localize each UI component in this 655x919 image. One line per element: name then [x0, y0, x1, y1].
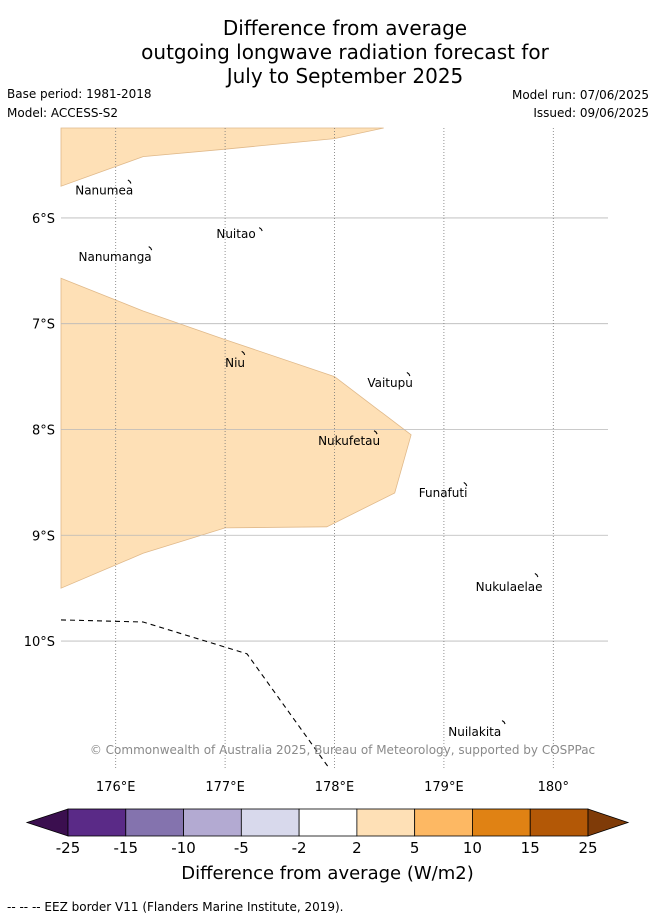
island-label: Nukufetau — [318, 434, 380, 448]
colorbar-max-arrow — [587, 808, 630, 837]
island-outline — [463, 482, 468, 487]
colorbar-segment — [125, 808, 184, 837]
lat-tick-label: 7°S — [32, 318, 55, 333]
island-outline — [127, 179, 132, 184]
lat-tick-label: 10°S — [24, 635, 55, 650]
colorbar-segment — [183, 808, 242, 837]
colorbar-segment — [414, 808, 473, 837]
island-outline — [148, 246, 153, 251]
eez-footnote: -- -- -- EEZ border V11 (Flanders Marine… — [7, 900, 344, 914]
island-label: Vaitupu — [367, 376, 413, 390]
colorbar-title: Difference from average (W/m2) — [181, 863, 474, 884]
colorbar-segment — [240, 808, 300, 837]
island-label: Nanumea — [75, 183, 133, 197]
colorbar-tick-label: -5 — [234, 839, 249, 857]
island-outline — [534, 573, 539, 578]
attribution-text: © Commonwealth of Australia 2025, Bureau… — [90, 743, 595, 757]
colorbar-segment — [529, 808, 589, 837]
island-outline — [501, 720, 506, 725]
island-label: Nuilakita — [448, 725, 501, 739]
model-name: Model: ACCESS-S2 — [7, 106, 119, 120]
colorbar-tick-label: -25 — [56, 839, 81, 857]
island-label: Niu — [225, 356, 245, 370]
colorbar-tick-label: -2 — [292, 839, 307, 857]
island-outline — [241, 350, 246, 356]
colorbar-segment — [298, 808, 358, 837]
colorbar-tick-label: 2 — [352, 839, 362, 857]
anomaly-region-2 — [60, 277, 412, 589]
island-outline — [406, 372, 411, 377]
model-run-date: Model run: 07/06/2025 — [511, 88, 649, 102]
colorbar-tick-label: 5 — [410, 839, 420, 857]
colorbar-tick-label: 25 — [578, 839, 597, 857]
lat-tick-label: 9°S — [32, 529, 55, 544]
title-line-2: outgoing longwave radiation forecast for — [141, 40, 549, 64]
lat-tick-label: 6°S — [32, 212, 55, 227]
base-period: Base period: 1981-2018 — [7, 87, 152, 101]
colorbar-segment — [67, 808, 127, 837]
title-line-3: July to September 2025 — [226, 64, 464, 88]
colorbar-tick-label: 10 — [463, 839, 482, 857]
eez-border-line — [60, 619, 330, 769]
colorbar-tick-label: -15 — [114, 839, 139, 857]
lon-tick-label: 177°E — [205, 780, 245, 795]
island-label: Nuitao — [216, 227, 255, 241]
colorbar-min-arrow — [25, 808, 69, 837]
lat-tick-label: 8°S — [32, 423, 55, 438]
issued-date: Issued: 09/06/2025 — [533, 106, 649, 120]
colorbar-tick-label: 15 — [521, 839, 540, 857]
colorbar-segment — [472, 808, 531, 837]
island-label: Funafuti — [419, 486, 468, 500]
island-outline — [258, 227, 263, 232]
lon-tick-label: 179°E — [424, 780, 464, 795]
map-title: Difference from average outgoing longwav… — [0, 16, 655, 88]
island-label: Nanumanga — [79, 250, 152, 264]
lon-tick-label: 180° — [538, 780, 569, 795]
colorbar-tick-label: -10 — [171, 839, 196, 857]
title-line-1: Difference from average — [222, 16, 468, 40]
colorbar-segment — [356, 808, 416, 837]
lon-tick-label: 176°E — [96, 780, 136, 795]
forecast-map: 6°S 7°S 8°S 9°S 10°S 176°E 177°E 178°E 179°E 180°… — [24, 127, 630, 857]
lon-tick-label: 178°E — [315, 780, 355, 795]
island-label: Nukulaelae — [476, 580, 543, 594]
anomaly-region-1 — [60, 127, 384, 187]
island-outline — [373, 430, 378, 435]
